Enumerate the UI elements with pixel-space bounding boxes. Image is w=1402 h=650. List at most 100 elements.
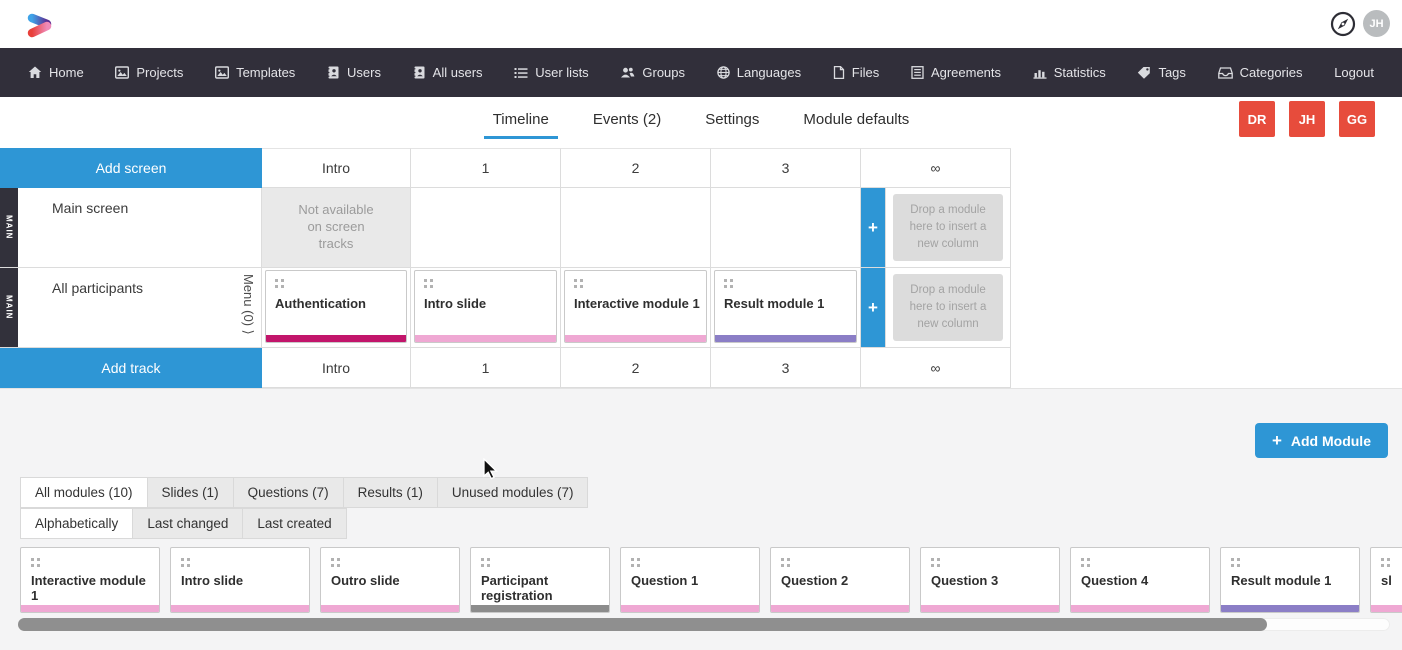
- drag-handle-icon[interactable]: [331, 558, 340, 567]
- drag-handle-icon[interactable]: [574, 279, 583, 288]
- nav-item-projects[interactable]: Projects: [115, 65, 183, 80]
- library-module-card[interactable]: Interactive module 1: [20, 547, 160, 613]
- collaborator-badges: DR JH GG: [1239, 101, 1375, 137]
- collaborator-badge[interactable]: GG: [1339, 101, 1375, 137]
- tag-icon: [1138, 67, 1151, 79]
- module-card-authentication[interactable]: Authentication: [265, 270, 407, 343]
- library-module-card[interactable]: Intro slide: [170, 547, 310, 613]
- library-module-card[interactable]: Result module 1: [1220, 547, 1360, 613]
- tab-events[interactable]: Events (2): [592, 111, 662, 128]
- filter-tab-unused-modules[interactable]: Unused modules (7): [436, 477, 589, 508]
- drag-handle-icon[interactable]: [1231, 558, 1240, 567]
- nav-item-languages[interactable]: Languages: [716, 65, 801, 80]
- drag-handle-icon[interactable]: [724, 279, 733, 288]
- nav-item-templates[interactable]: Templates: [215, 65, 295, 80]
- module-color-bar: [171, 605, 309, 612]
- module-card-intro-slide[interactable]: Intro slide: [414, 270, 557, 343]
- library-module-card[interactable]: Outro slide: [320, 547, 460, 613]
- module-color-bar: [266, 335, 406, 342]
- drag-handle-icon[interactable]: [1081, 558, 1090, 567]
- insert-column-button[interactable]: +: [861, 188, 886, 268]
- globe-icon: [716, 66, 730, 79]
- library-module-card[interactable]: Question 4: [1070, 547, 1210, 613]
- drag-handle-icon[interactable]: [1381, 558, 1390, 567]
- empty-timeline-cell[interactable]: [711, 188, 861, 268]
- avatar[interactable]: JH: [1363, 10, 1390, 37]
- module-color-bar: [1371, 605, 1402, 612]
- tab-module-defaults[interactable]: Module defaults: [803, 111, 910, 128]
- nav-item-home[interactable]: Home: [28, 65, 84, 80]
- sort-tab-last-created[interactable]: Last created: [242, 508, 347, 539]
- track-badge: MAIN: [0, 188, 18, 267]
- drag-handle-icon[interactable]: [631, 558, 640, 567]
- nav-item-statistics[interactable]: Statistics: [1033, 65, 1106, 80]
- drag-handle-icon[interactable]: [31, 558, 40, 567]
- track-menu-toggle[interactable]: Menu (0) ⟩: [241, 274, 256, 335]
- drag-handle-icon[interactable]: [181, 558, 190, 567]
- module-color-bar: [771, 605, 909, 612]
- module-color-bar: [1221, 605, 1359, 612]
- timeline-module-cell: Authentication: [262, 268, 411, 348]
- horizontal-scrollbar-track[interactable]: [18, 618, 1390, 631]
- nav-item-agreements[interactable]: Agreements: [911, 65, 1001, 80]
- drop-zone-cell[interactable]: Drop a module here to insert a new colum…: [886, 188, 1011, 268]
- tab-settings[interactable]: Settings: [705, 111, 760, 128]
- brand-logo-icon[interactable]: [26, 10, 53, 40]
- list-icon: [514, 67, 528, 78]
- filter-tab-results[interactable]: Results (1): [342, 477, 438, 508]
- top-bar: JH: [0, 0, 1402, 48]
- nav-item-all-users[interactable]: All users: [413, 65, 483, 80]
- track-label-main-screen[interactable]: MAIN Main screen: [0, 188, 262, 268]
- module-title: Question 3: [931, 573, 999, 588]
- filter-tab-all-modules[interactable]: All modules (10): [20, 477, 148, 508]
- module-color-bar: [921, 605, 1059, 612]
- column-footer: Intro: [262, 348, 411, 388]
- column-header: 1: [411, 148, 561, 188]
- filter-tab-slides[interactable]: Slides (1): [146, 477, 234, 508]
- module-card-interactive-module-1[interactable]: Interactive module 1: [564, 270, 707, 343]
- library-module-card[interactable]: Question 3: [920, 547, 1060, 613]
- main-navbar: Home Projects Templates Users All users …: [0, 48, 1402, 97]
- module-card-result-module-1[interactable]: Result module 1: [714, 270, 857, 343]
- nav-item-user-lists[interactable]: User lists: [514, 65, 589, 80]
- add-track-button[interactable]: Add track: [0, 348, 262, 388]
- drag-handle-icon[interactable]: [424, 279, 433, 288]
- people-icon: [621, 67, 635, 78]
- compass-icon[interactable]: [1329, 10, 1356, 37]
- nav-item-files[interactable]: Files: [833, 65, 879, 80]
- module-library: + Add Module All modules (10) Slides (1)…: [0, 388, 1402, 650]
- insert-column-button[interactable]: +: [861, 268, 886, 348]
- drag-handle-icon[interactable]: [931, 558, 940, 567]
- collaborator-badge[interactable]: JH: [1289, 101, 1325, 137]
- nav-item-groups[interactable]: Groups: [620, 65, 685, 80]
- library-module-card[interactable]: Question 2: [770, 547, 910, 613]
- drag-handle-icon[interactable]: [275, 279, 284, 288]
- horizontal-scrollbar-thumb[interactable]: [18, 618, 1267, 631]
- filter-tab-questions[interactable]: Questions (7): [232, 477, 344, 508]
- add-screen-button[interactable]: Add screen: [0, 148, 262, 188]
- library-module-card[interactable]: Participant registration: [470, 547, 610, 613]
- collaborator-badge[interactable]: DR: [1239, 101, 1275, 137]
- module-card-list: Interactive module 1 Intro slide Outro s…: [20, 547, 1402, 613]
- empty-timeline-cell[interactable]: [411, 188, 561, 268]
- track-label-all-participants[interactable]: MAIN All participants Menu (0) ⟩: [0, 268, 262, 348]
- sort-tab-alphabetically[interactable]: Alphabetically: [20, 508, 134, 539]
- nav-item-categories[interactable]: Categories: [1217, 65, 1303, 80]
- add-module-button[interactable]: + Add Module: [1254, 423, 1388, 458]
- address-book-icon: [413, 66, 425, 79]
- drag-handle-icon[interactable]: [481, 558, 490, 567]
- module-filter-tabs: All modules (10) Slides (1) Questions (7…: [20, 477, 589, 508]
- track-name: All participants: [52, 280, 144, 296]
- drop-zone-cell[interactable]: Drop a module here to insert a new colum…: [886, 268, 1011, 348]
- nav-item-tags[interactable]: Tags: [1137, 65, 1186, 80]
- column-footer: 3: [711, 348, 861, 388]
- library-module-card-truncated[interactable]: sl: [1370, 547, 1402, 613]
- empty-timeline-cell[interactable]: [561, 188, 711, 268]
- nav-item-logout[interactable]: Logout: [1334, 65, 1374, 80]
- library-module-card[interactable]: Question 1: [620, 547, 760, 613]
- nav-item-users[interactable]: Users: [327, 65, 381, 80]
- tab-timeline[interactable]: Timeline: [483, 111, 558, 139]
- drag-handle-icon[interactable]: [781, 558, 790, 567]
- sort-tab-last-changed[interactable]: Last changed: [132, 508, 244, 539]
- plus-icon: +: [1271, 430, 1282, 450]
